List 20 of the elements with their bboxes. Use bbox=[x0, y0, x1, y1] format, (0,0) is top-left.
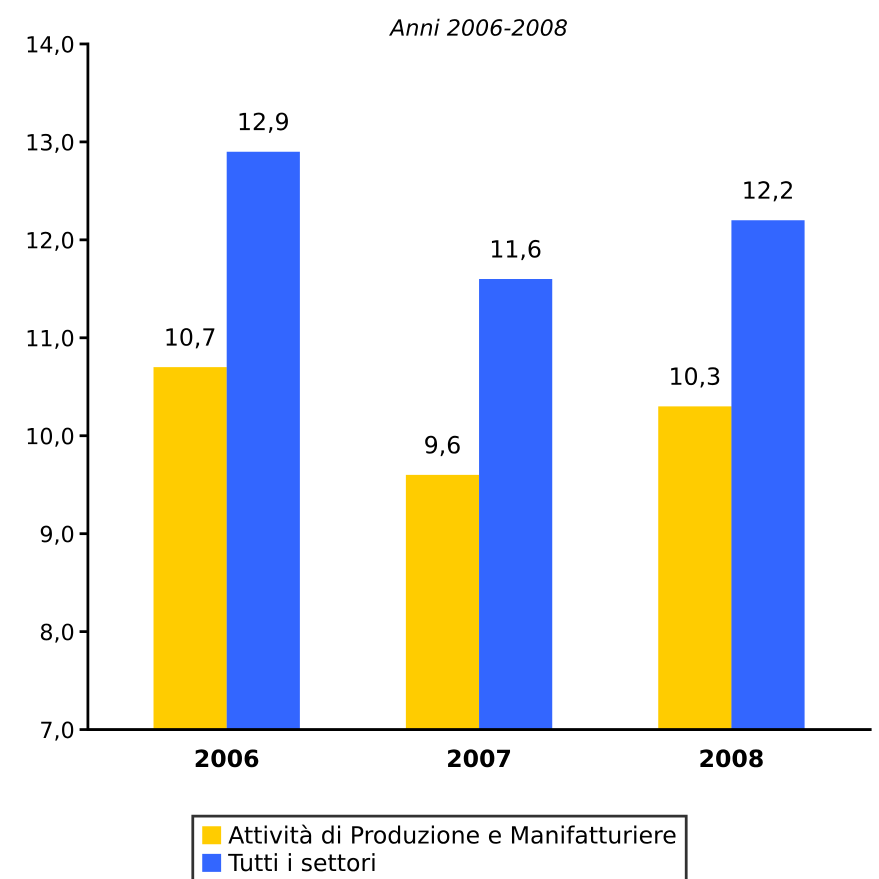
x-tick-label: 2008 bbox=[700, 749, 763, 768]
y-tick-label: 13,0 bbox=[28, 134, 74, 153]
chart-subtitle: Anni 2006-2008 bbox=[389, 18, 567, 36]
data-label: 12,2 bbox=[744, 181, 792, 202]
data-label: 12,9 bbox=[240, 112, 288, 133]
y-tick-label: 12,0 bbox=[28, 232, 74, 251]
y-tick-label: 10,0 bbox=[28, 428, 74, 447]
data-label: 9,6 bbox=[425, 436, 460, 456]
x-tick-label: 2006 bbox=[196, 749, 258, 768]
data-label: 10,7 bbox=[166, 328, 214, 348]
x-tick-label: 2007 bbox=[448, 749, 510, 768]
legend-label: Attività di Produzione e Manifatturiere bbox=[228, 824, 676, 844]
y-tick-label: 14,0 bbox=[28, 36, 74, 55]
y-tick-label: 9,0 bbox=[40, 526, 74, 545]
data-label: 11,6 bbox=[492, 240, 540, 260]
data-label: 10,3 bbox=[671, 367, 720, 388]
y-tick-label: 11,0 bbox=[28, 330, 74, 349]
legend-label: Tutti i settori bbox=[228, 853, 375, 872]
y-tick-label: 7,0 bbox=[41, 722, 74, 741]
y-tick-label: 8,0 bbox=[40, 624, 74, 643]
